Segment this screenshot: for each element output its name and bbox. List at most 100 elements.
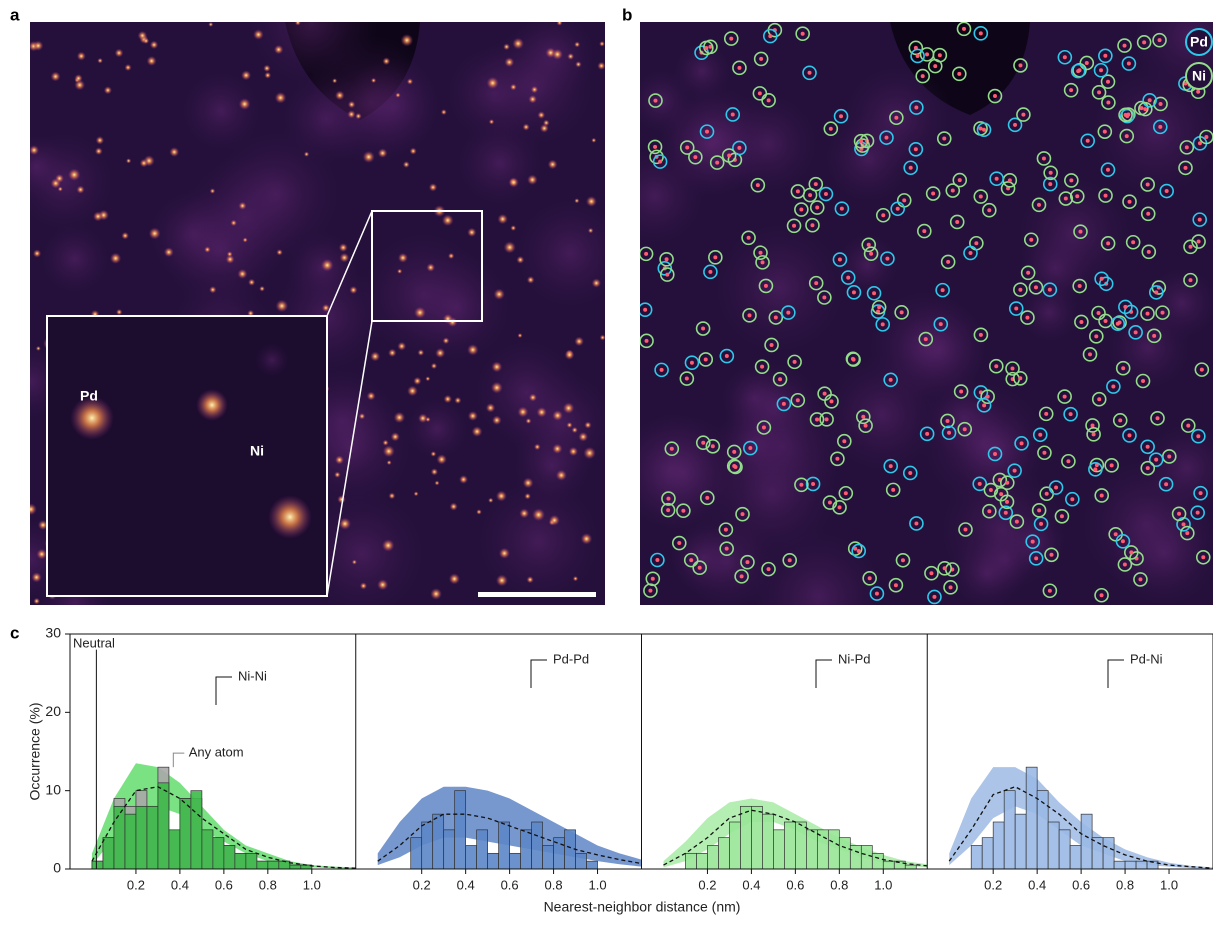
atom-marker [993,486,1009,502]
atom [787,558,792,563]
atom-marker [949,214,965,230]
atom [1033,285,1038,290]
label-leader [815,659,832,688]
atom [320,258,334,272]
atom-marker [719,348,735,364]
bar [509,852,521,870]
atom [591,137,597,143]
atom [426,263,436,272]
atom [1154,457,1159,462]
atom [811,481,816,486]
atom-marker [927,58,943,74]
atom [940,288,945,293]
bar [410,837,423,870]
atom [957,178,962,183]
atom-marker [1028,280,1044,295]
atom [57,186,63,192]
atom [1014,519,1019,524]
atom-marker [705,438,721,454]
atom-marker [1009,514,1025,529]
atom [942,136,947,141]
atom [723,527,728,532]
atom-marker [809,200,825,215]
atom [666,508,671,513]
atom [769,342,774,347]
atom [938,322,943,327]
bar [102,837,115,870]
atom [697,565,702,570]
x-tick-label: 1.0 [874,877,892,892]
atom-marker [1180,525,1195,541]
atom [837,257,842,262]
atom [1063,196,1068,201]
atom [914,105,919,110]
bar [1102,837,1115,870]
atom-marker [834,201,850,216]
atom-marker [699,40,714,56]
atom-marker [1007,117,1023,133]
atom-marker [1065,491,1080,507]
y-axis-title: Occurrence (%) [27,702,43,800]
atom [377,148,388,158]
atom [978,31,983,36]
atom-marker [1115,534,1131,549]
atom [597,61,605,71]
atom [763,283,768,288]
atom-marker [703,264,718,280]
atom [1158,101,1163,106]
atom [526,576,534,584]
atom [968,250,973,255]
atom [237,268,248,279]
atom-marker [908,141,924,157]
atom [701,440,706,445]
atom-marker [915,68,931,84]
atom-marker [1098,48,1113,64]
bar [816,829,829,870]
atom [1018,287,1023,292]
atom [760,260,765,265]
atom [795,398,800,403]
atom-marker [756,420,772,435]
atom [1167,454,1172,459]
atom-marker [753,245,768,261]
atom [238,98,251,110]
atom [1126,61,1131,66]
legend-marker [1185,28,1213,56]
atom [1054,485,1059,490]
atom [869,251,874,256]
atom [254,342,290,378]
atom [669,446,674,451]
atom-marker [992,472,1008,488]
atom-marker [719,541,734,556]
atom [95,136,105,145]
atom [824,417,829,422]
haze [244,22,378,91]
atom [142,37,150,45]
atom [1070,497,1075,502]
atom [799,482,804,487]
atom [397,252,408,263]
atom-marker [910,48,925,64]
atom-marker [1005,361,1020,376]
atom-marker [649,149,664,165]
atom-marker [943,580,958,595]
atom [729,36,734,41]
atom-marker [909,100,924,115]
atom [1177,511,1182,516]
atom [537,111,546,119]
atom [1106,79,1111,84]
atom-marker [1093,62,1109,78]
atom [30,503,37,516]
haze [38,223,111,296]
atom [355,112,362,120]
atom [430,588,442,600]
atom [139,158,149,168]
atom [1109,463,1114,468]
atom-marker [1063,406,1078,422]
atom [486,76,499,90]
atom [908,165,913,170]
bar [124,813,137,870]
atom-marker [846,352,861,367]
atom [196,389,228,421]
x-tick-label: 0.8 [545,877,563,892]
